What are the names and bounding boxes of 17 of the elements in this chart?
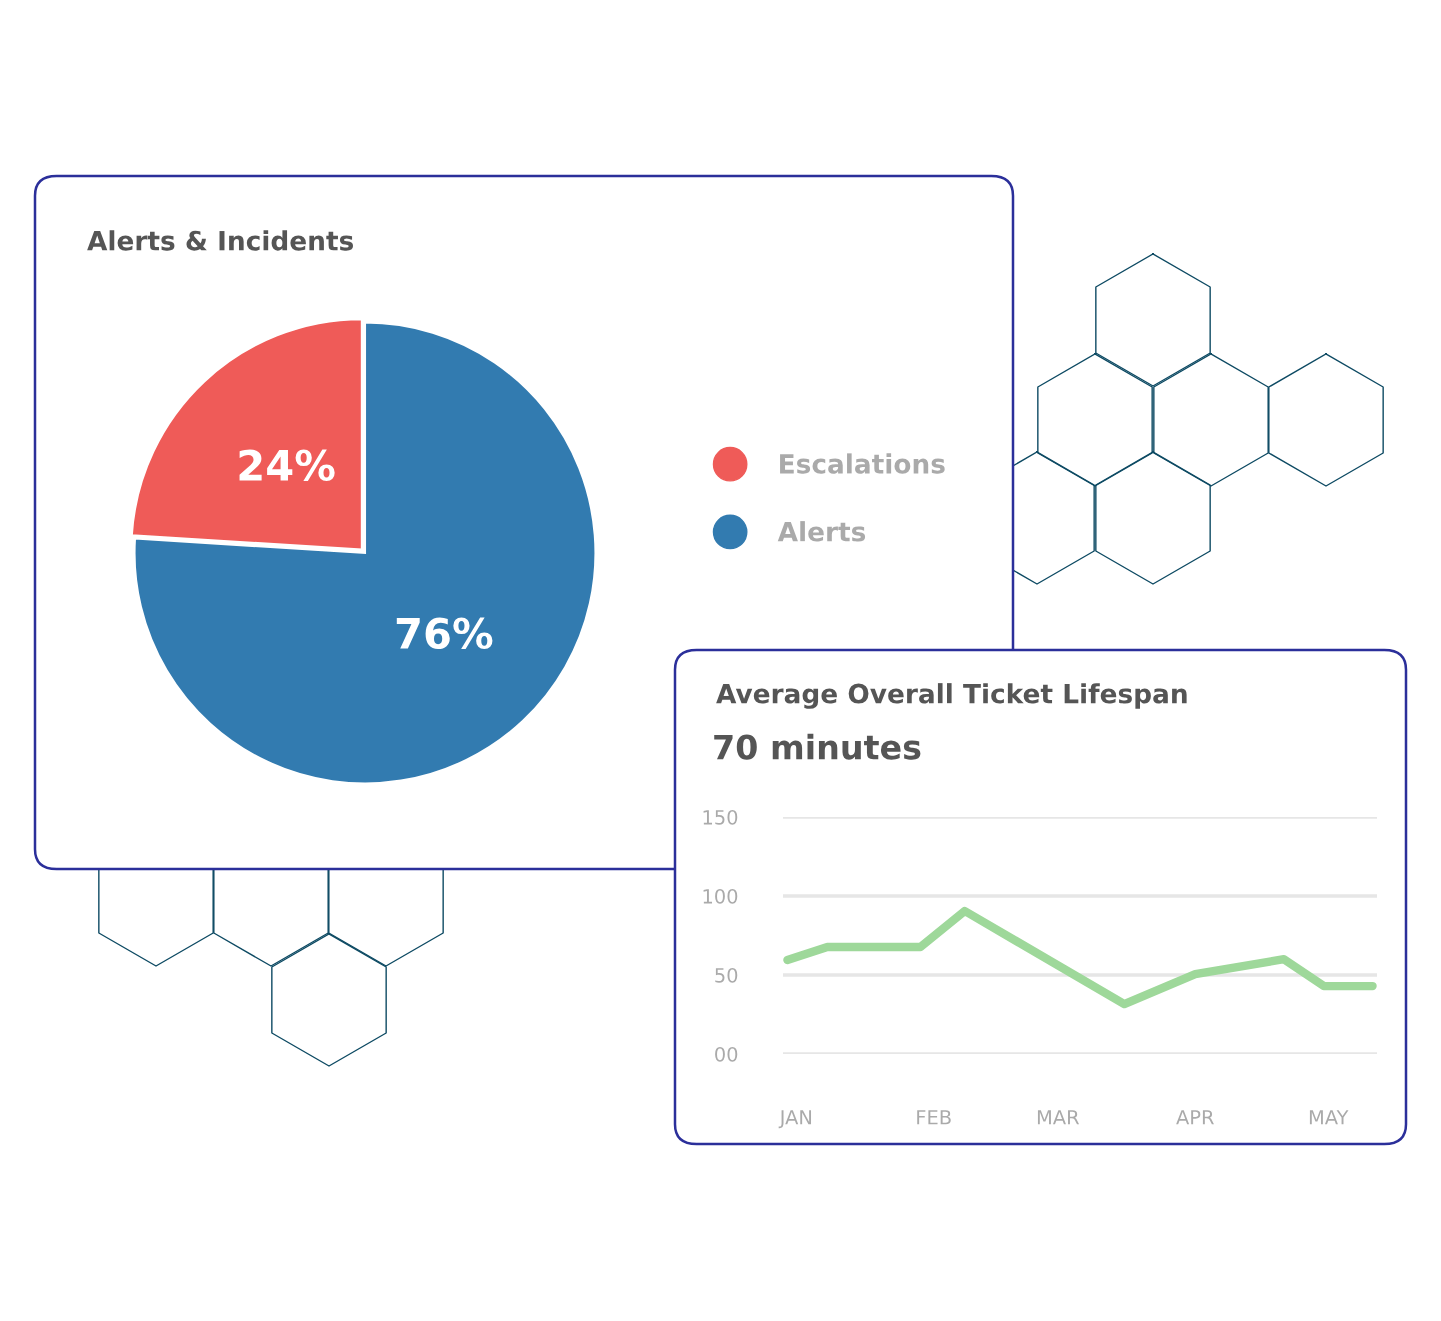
chart-title: Average Overall Ticket Lifespan [716, 683, 1187, 709]
y-tick-label: 100 [703, 888, 738, 904]
x-tick-label: APR [1176, 1110, 1214, 1125]
data-label: 24% [239, 449, 335, 482]
y-tick-label: 00 [715, 1046, 738, 1062]
pie-slice [133, 321, 597, 785]
x-tick-label: MAY [1309, 1110, 1349, 1125]
chart-title: Alerts & Incidents [87, 230, 354, 251]
legend-label: Alerts [777, 521, 866, 542]
x-tick-label: FEB [917, 1110, 951, 1125]
data-label: 76% [396, 617, 493, 650]
y-tick-label: 150 [703, 809, 738, 825]
legend-label: Escalations [780, 453, 945, 474]
chart-subtitle: 70 minutes [714, 733, 921, 760]
y-tick-label: 50 [715, 967, 738, 983]
x-tick-label: MAR [1037, 1110, 1080, 1125]
x-tick-label: JAN [778, 1110, 812, 1129]
